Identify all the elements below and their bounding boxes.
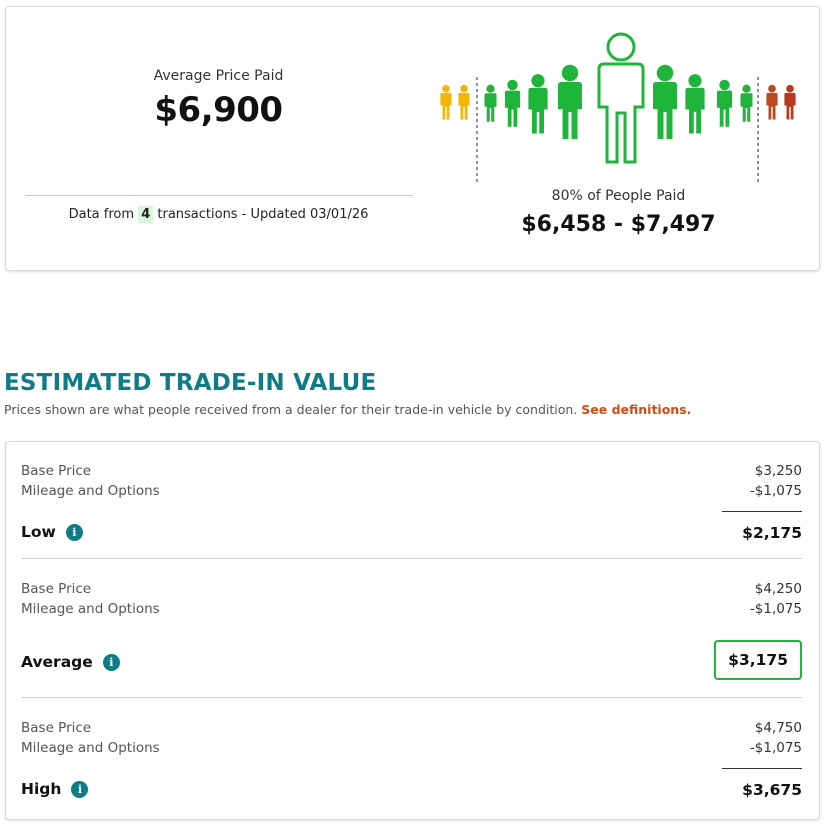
tier-divider: [21, 558, 802, 559]
mileage-options-label: Mileage and Options: [21, 601, 160, 617]
person-icon-mid: [716, 79, 733, 127]
data-prefix: Data from: [68, 207, 135, 222]
average-price-label: Average Price Paid: [153, 68, 284, 84]
person-icon-mid: [504, 79, 521, 127]
person-icon-high: [766, 84, 778, 120]
see-definitions-link[interactable]: See definitions.: [581, 402, 692, 417]
base-price-label: Base Price: [21, 463, 92, 479]
tier-name-high: High i: [21, 780, 89, 798]
person-icon-mid: [558, 64, 582, 139]
base-price-value: $4,250: [754, 581, 802, 597]
mileage-options-label: Mileage and Options: [21, 740, 160, 756]
person-icon-mid: [653, 64, 677, 139]
transaction-count: 4: [138, 206, 154, 223]
summary-divider: [26, 195, 413, 196]
person-icon-high: [784, 84, 796, 120]
base-price-value: $3,250: [754, 463, 802, 479]
base-price-label: Base Price: [21, 720, 92, 736]
person-icon-mid: [740, 84, 753, 122]
base-price-value: $4,750: [754, 720, 802, 736]
tier-total-low: $2,175: [742, 524, 802, 542]
tier-label: High: [21, 780, 62, 798]
trade-in-card: Base Price $3,250 Mileage and Options -$…: [5, 441, 820, 820]
tier-name-low: Low i: [21, 523, 83, 541]
mileage-options-label: Mileage and Options: [21, 483, 160, 499]
people-distribution-graphic: [440, 32, 796, 182]
price-paid-card: Average Price Paid $6,900 Data from 4 tr…: [5, 6, 820, 271]
tier-total-average: $3,175: [714, 640, 802, 680]
tier-divider: [21, 697, 802, 698]
mileage-options-value: -$1,075: [749, 740, 802, 756]
tier-total-high: $3,675: [742, 781, 802, 799]
person-icon-mid: [484, 84, 497, 122]
person-icon-low: [458, 84, 470, 120]
trade-in-description: Prices shown are what people received fr…: [4, 402, 578, 417]
person-icon-mid: [685, 74, 705, 134]
average-price-value: $6,900: [154, 90, 283, 130]
range-value: $6,458 - $7,497: [521, 212, 716, 237]
subtotal-rule: [722, 768, 802, 769]
info-icon[interactable]: i: [65, 523, 83, 541]
tier-label: Average: [21, 653, 93, 671]
base-price-label: Base Price: [21, 581, 92, 597]
tier-name-average: Average i: [21, 653, 120, 671]
trade-in-title: ESTIMATED TRADE-IN VALUE: [4, 370, 377, 396]
range-label: 80% of People Paid: [551, 188, 686, 204]
person-icon-highlight: [597, 32, 645, 164]
tier-label: Low: [21, 523, 56, 541]
subtotal-rule: [722, 511, 802, 512]
person-icon-low: [440, 84, 452, 120]
person-icon-mid: [528, 74, 548, 134]
trade-in-subtitle: Prices shown are what people received fr…: [4, 402, 691, 417]
mileage-options-value: -$1,075: [749, 483, 802, 499]
mileage-options-value: -$1,075: [749, 601, 802, 617]
data-suffix: transactions - Updated 03/01/26: [157, 207, 369, 222]
data-source-text: Data from 4 transactions - Updated 03/01…: [26, 206, 411, 223]
info-icon[interactable]: i: [71, 780, 89, 798]
info-icon[interactable]: i: [102, 653, 120, 671]
